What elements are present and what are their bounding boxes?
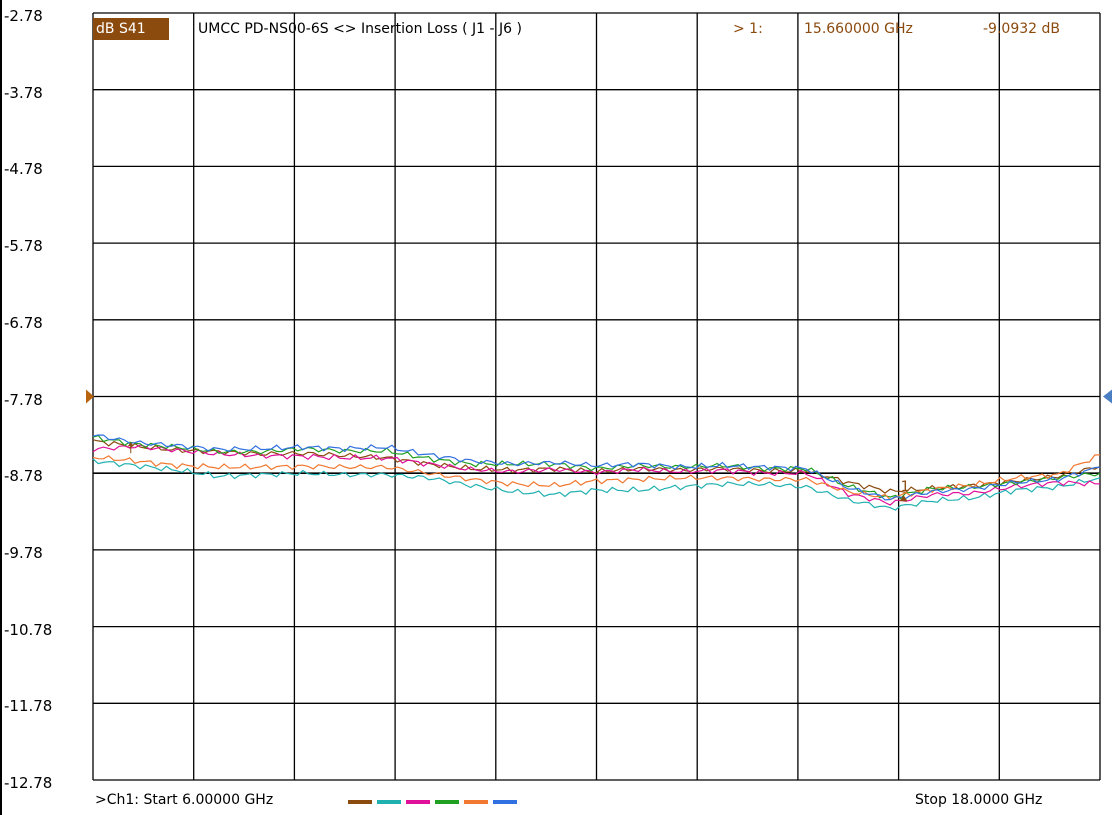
trace-swatch-5 bbox=[464, 800, 488, 804]
trace-swatch-3 bbox=[406, 800, 430, 804]
trace-line-1 bbox=[92, 439, 1101, 494]
y-tick-label: -12.78 bbox=[4, 774, 53, 792]
y-tick-label: -9.78 bbox=[4, 543, 43, 562]
trace-line-6 bbox=[92, 434, 1101, 501]
marker-value[interactable]: -9.0932 dB bbox=[983, 21, 1060, 37]
trace-line-5 bbox=[92, 454, 1101, 501]
marker-label: > 1: bbox=[733, 21, 763, 37]
trace-swatch-1 bbox=[348, 800, 372, 804]
y-tick-label: -11.78 bbox=[4, 697, 53, 716]
marker-1-label[interactable]: 1 bbox=[901, 479, 910, 495]
y-tick-label: -4.78 bbox=[4, 160, 43, 179]
markers: 1 bbox=[86, 389, 1112, 502]
left-reference-marker-icon[interactable] bbox=[86, 389, 94, 404]
y-tick-label: -6.78 bbox=[4, 313, 43, 332]
start-frequency-label[interactable]: >Ch1: Start 6.00000 GHz bbox=[95, 792, 274, 808]
trace-swatch-6 bbox=[493, 800, 517, 804]
marker-frequency[interactable]: 15.660000 GHz bbox=[804, 21, 913, 37]
y-tick-label: -10.78 bbox=[4, 620, 53, 639]
marker-1-icon[interactable] bbox=[899, 495, 908, 502]
trace-title[interactable]: UMCC PD-NS00-6S <> Insertion Loss ( J1 -… bbox=[198, 21, 522, 37]
y-tick-label: -7.78 bbox=[4, 390, 43, 409]
traces bbox=[92, 434, 1101, 511]
format-badge[interactable]: dB S41 bbox=[93, 18, 169, 40]
y-tick-label: -8.78 bbox=[4, 467, 43, 486]
y-tick-label: -2.78 bbox=[4, 7, 43, 25]
grid bbox=[92, 12, 1101, 781]
trace-line-2 bbox=[92, 458, 1101, 511]
y-tick-label: -3.78 bbox=[4, 83, 43, 102]
y-tick-label: -5.78 bbox=[4, 237, 43, 256]
stop-frequency-label[interactable]: Stop 18.0000 GHz bbox=[915, 792, 1043, 808]
right-reference-marker-icon[interactable] bbox=[1103, 389, 1112, 404]
trace-swatch-2 bbox=[377, 800, 401, 804]
trace-swatch-4 bbox=[435, 800, 459, 804]
active-trace-arrow-head-icon bbox=[127, 442, 134, 447]
